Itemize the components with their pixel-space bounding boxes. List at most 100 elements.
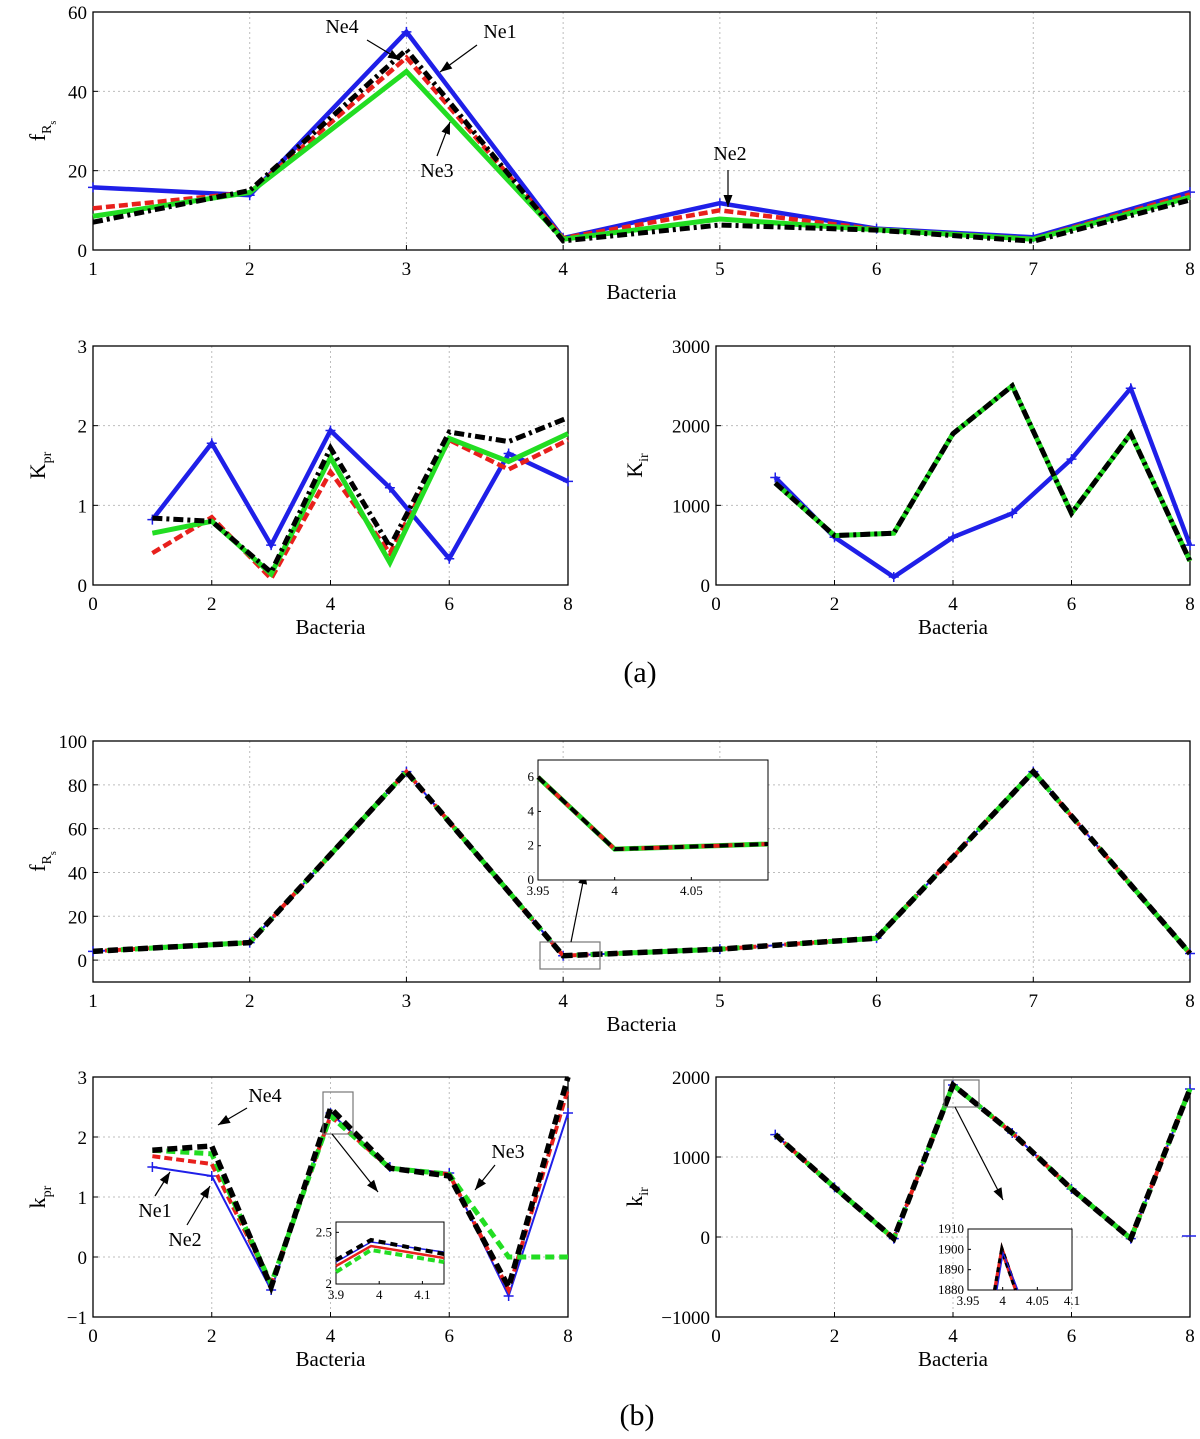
y-axis-label: fRs (25, 121, 59, 142)
series-line-ne2 (92, 54, 1191, 242)
zoom-arrow (331, 1133, 379, 1193)
annotation-arrow-head (218, 1115, 231, 1125)
y-axis-label: kir (622, 1187, 652, 1207)
inset-x-tick-label: 4 (999, 1293, 1006, 1308)
inset-series-line (334, 1247, 445, 1274)
inset-series-line (335, 1244, 445, 1268)
x-tick-label: 4 (948, 1326, 958, 1347)
data-point-ne1 (714, 198, 725, 209)
x-tick-label: 8 (563, 594, 573, 615)
inset-x-tick-label: 4.05 (1026, 1293, 1049, 1308)
y-tick-label: 0 (701, 576, 711, 597)
x-tick-label: 0 (711, 1326, 721, 1347)
x-axis-label: Bacteria (296, 1347, 367, 1371)
inset-x-tick-label: 4.1 (414, 1287, 430, 1302)
inset-frame (967, 1228, 1073, 1291)
x-tick-label: 2 (830, 1326, 840, 1347)
inset-y-tick-label: 2 (528, 838, 535, 853)
inset-y-tick-label: 1880 (938, 1282, 964, 1297)
x-tick-label: 0 (88, 594, 98, 615)
x-tick-label: 6 (445, 594, 455, 615)
inset-x-tick-label: 4 (611, 883, 618, 898)
annotation-arrow-head (441, 122, 450, 135)
x-tick-label: 7 (1029, 991, 1039, 1012)
y-tick-label: 0 (78, 576, 88, 597)
annotation-arrow-head (475, 1177, 487, 1190)
x-tick-label: 0 (88, 1326, 98, 1347)
x-tick-label: 0 (711, 594, 721, 615)
annotation-label: Ne1 (138, 1200, 171, 1222)
plot-frame (715, 1076, 1191, 1318)
inset-y-tick-label: 2.5 (316, 1224, 332, 1239)
inset-series-line (335, 1237, 445, 1262)
inset-series-line (996, 1250, 1019, 1291)
series-line-ne4 (773, 1080, 1193, 1244)
inset-x-tick-label: 4.1 (1064, 1293, 1080, 1308)
zoom-arrow (954, 1106, 1004, 1201)
x-tick-label: 5 (715, 259, 725, 280)
series-line-ne3 (92, 68, 1191, 242)
y-tick-label: 3000 (672, 337, 710, 358)
y-tick-label: 20 (68, 907, 87, 928)
y-axis-label: kpr (25, 1185, 55, 1208)
x-axis-label: Bacteria (918, 1347, 989, 1371)
y-tick-label: 20 (68, 162, 87, 183)
y-tick-label: 3 (78, 337, 88, 358)
series-line-ne1 (92, 28, 1191, 241)
series-line-ne3 (773, 381, 1193, 563)
y-tick-label: 0 (78, 241, 88, 262)
y-tick-label: 0 (701, 1228, 711, 1249)
y-tick-label: 1 (78, 1188, 88, 1209)
inset-x-tick-label: 4 (376, 1287, 383, 1302)
y-tick-label: 2000 (672, 417, 710, 438)
data-point-ne1 (147, 1162, 158, 1172)
x-tick-label: 8 (1185, 1326, 1195, 1347)
zoom-region (539, 941, 601, 970)
annotation-label: Ne4 (325, 16, 358, 38)
data-point-ne1 (1125, 383, 1136, 394)
inset-y-tick-label: 2 (326, 1276, 333, 1291)
x-tick-label: 2 (207, 1326, 217, 1347)
y-axis-label: Kpr (25, 451, 55, 479)
y-tick-label: 2 (78, 417, 88, 438)
x-tick-label: 3 (402, 991, 412, 1012)
inset-x-tick-label: 3.9 (328, 1287, 344, 1302)
series-line-ne4 (92, 767, 1193, 959)
x-tick-label: 5 (715, 991, 725, 1012)
inset-y-tick-label: 0 (528, 872, 535, 887)
x-axis-label: Bacteria (918, 615, 989, 639)
x-tick-label: 2 (830, 594, 840, 615)
x-tick-label: 6 (445, 1326, 455, 1347)
inset-y-tick-label: 1900 (938, 1241, 964, 1256)
data-point-ne1 (401, 26, 412, 37)
series-line-ne1 (773, 383, 1193, 580)
annotation-arrow-head (387, 49, 400, 60)
x-axis-label: Bacteria (607, 280, 678, 304)
y-tick-label: 100 (59, 732, 88, 753)
x-tick-label: 4 (558, 991, 568, 1012)
x-tick-label: 1 (88, 991, 98, 1012)
data-point-ne1 (325, 425, 336, 436)
annotation-label: Ne4 (248, 1085, 281, 1107)
y-axis-label: Kir (622, 453, 652, 478)
inset-y-tick-label: 6 (528, 769, 535, 784)
series-line-ne1 (150, 426, 569, 563)
data-point-ne1 (266, 540, 277, 551)
x-tick-label: 4 (326, 594, 336, 615)
inset-frame (537, 759, 769, 881)
data-point-ne1 (88, 182, 98, 193)
x-tick-label: 2 (245, 991, 255, 1012)
zoom-region (943, 1079, 980, 1108)
y-axis-label: fRs (25, 851, 59, 872)
data-point-ne1 (1007, 508, 1018, 519)
data-point-ne1 (444, 553, 455, 564)
zoom-arrow-head (993, 1187, 1003, 1200)
inset-series-line (993, 1242, 1018, 1291)
series-line-ne4 (92, 46, 1191, 244)
x-tick-label: 6 (872, 259, 882, 280)
plot-frame (92, 740, 1191, 983)
data-point-ne1 (503, 448, 514, 459)
x-tick-label: 8 (1185, 991, 1195, 1012)
